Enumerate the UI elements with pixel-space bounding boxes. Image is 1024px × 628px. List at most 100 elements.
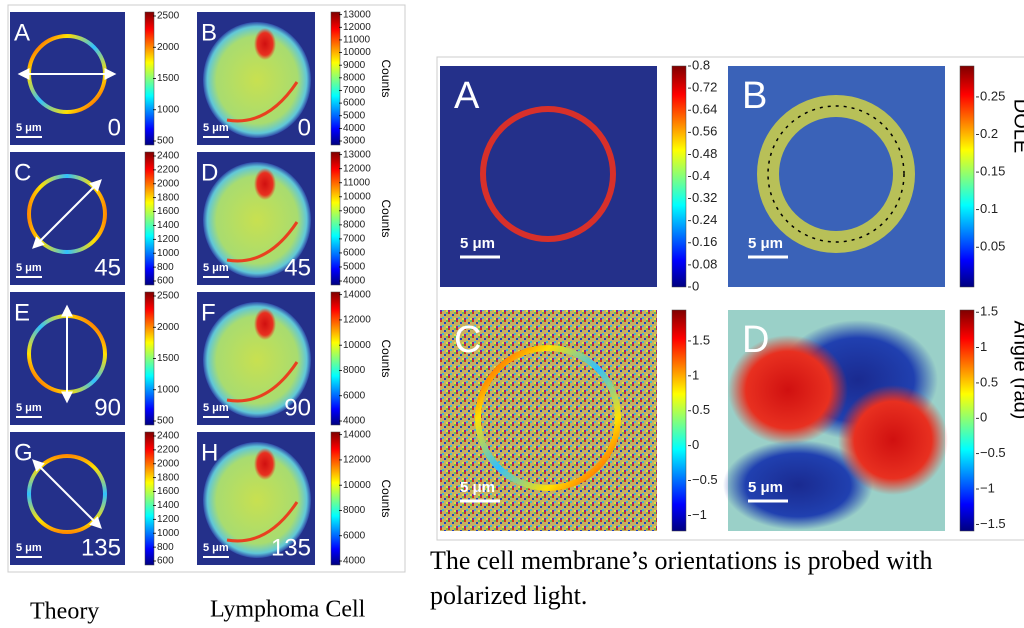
angle-label: 45: [284, 254, 311, 281]
panel-letter: B: [742, 75, 767, 117]
scale-label: 5 μm: [16, 122, 42, 134]
colorbar-tick-label: 1400: [157, 220, 180, 231]
colorbar-tick-label: 10000: [343, 191, 371, 202]
colorbar-tick-label: 800: [157, 262, 174, 273]
colorbar-tick-label: 8000: [343, 365, 366, 376]
panel-letter: B: [201, 19, 217, 46]
colorbar-tick-label: 1600: [157, 206, 180, 217]
scale-label: 5 μm: [203, 402, 229, 414]
colorbar-tick-label: 3000: [343, 136, 366, 147]
colorbar: [145, 292, 154, 425]
colorbar-tick-label: 2500: [157, 11, 180, 22]
colorbar-tick-label: 4000: [343, 556, 366, 567]
colorbar-tick-label: 12000: [343, 163, 371, 174]
colorbar-tick-label: 8000: [343, 505, 366, 516]
colorbar-tick-label: 5000: [343, 262, 366, 273]
colorbar-tick-label: 1: [692, 367, 699, 382]
colorbar-tick-label: 1200: [157, 234, 180, 245]
cell-hotspot: [254, 28, 276, 60]
colorbar-unit: Counts: [379, 59, 393, 97]
panel-letter: E: [14, 299, 30, 326]
colorbar-tick-label: 9000: [343, 60, 366, 71]
colorbar-tick-label: 0.15: [980, 164, 1005, 179]
colorbar-tick-label: 1400: [157, 500, 180, 511]
colorbar-tick-label: 1: [980, 339, 987, 354]
colorbar-tick-label: 2200: [157, 165, 180, 176]
colorbar: [960, 66, 974, 287]
colorbar-tick-label: 1.5: [980, 304, 998, 319]
scale-label: 5 μm: [203, 542, 229, 554]
colorbar-tick-label: 9000: [343, 205, 366, 216]
colorbar-tick-label: 13000: [343, 9, 371, 20]
colorbar-tick-label: 14000: [343, 429, 371, 440]
angle-label: 0: [298, 114, 311, 141]
colorbar-tick-label: 500: [157, 136, 174, 147]
colorbar-tick-label: −1: [692, 507, 707, 522]
panel-letter: G: [14, 439, 33, 466]
panel-letter: F: [201, 299, 216, 326]
colorbar-tick-label: 2400: [157, 151, 180, 162]
colorbar-tick-label: 10000: [343, 340, 371, 351]
colorbar-axis-label: DOLE: [1010, 99, 1024, 153]
colorbar-tick-label: 4000: [343, 123, 366, 134]
colorbar-tick-label: 14000: [343, 289, 371, 300]
colorbar-tick-label: 12000: [343, 22, 371, 33]
colorbar-tick-label: 0.5: [692, 402, 710, 417]
colorbar-unit: Counts: [379, 199, 393, 237]
colorbar-tick-label: 1000: [157, 528, 180, 539]
colorbar: [331, 12, 340, 145]
colorbar-tick-label: 1000: [157, 248, 180, 259]
colorbar-tick-label: 2000: [157, 322, 180, 333]
cell-hotspot: [254, 308, 276, 340]
scale-label: 5 μm: [748, 479, 783, 496]
colorbar-tick-label: 0: [692, 278, 699, 293]
scale-label: 5 μm: [16, 402, 42, 414]
colorbar-tick-label: 12000: [343, 455, 371, 466]
colorbar-tick-label: 0.2: [980, 126, 998, 141]
colorbar-tick-label: 1800: [157, 472, 180, 483]
colorbar-tick-label: 0.56: [692, 124, 717, 139]
angle-label: 135: [81, 534, 121, 561]
colorbar-tick-label: 500: [157, 416, 174, 427]
colorbar-tick-label: 0: [980, 410, 987, 425]
colorbar-tick-label: 2000: [157, 42, 180, 53]
angle-label: 90: [284, 394, 311, 421]
colorbar-unit: Counts: [379, 479, 393, 517]
colorbar-tick-label: 0.1: [980, 201, 998, 216]
colorbar-tick-label: 0.64: [692, 102, 717, 117]
angle-label: 45: [94, 254, 121, 281]
colorbar-tick-label: 0.24: [692, 212, 717, 227]
colorbar-tick-label: 8000: [343, 219, 366, 230]
colorbar-tick-label: 11000: [343, 35, 371, 46]
colorbar-unit: Counts: [379, 339, 393, 377]
angle-label: 0: [108, 114, 121, 141]
colorbar-tick-label: 0.48: [692, 146, 717, 161]
colorbar-tick-label: −1.5: [980, 516, 1006, 531]
colorbar: [145, 12, 154, 145]
cell-hotspot: [254, 168, 276, 200]
colorbar-tick-label: 600: [157, 556, 174, 567]
caption: Theory: [30, 599, 99, 625]
colorbar: [331, 152, 340, 285]
colorbar-tick-label: −0.5: [692, 472, 718, 487]
panel-letter: D: [201, 159, 218, 186]
scale-label: 5 μm: [748, 235, 783, 252]
colorbar-tick-label: −1: [980, 480, 995, 495]
colorbar-tick-label: 7000: [343, 234, 366, 245]
panel-letter: H: [201, 439, 218, 466]
colorbar-tick-label: 2200: [157, 445, 180, 456]
panel-letter: A: [14, 19, 30, 46]
colorbar-tick-label: 6000: [343, 248, 366, 259]
colorbar-tick-label: 0.16: [692, 234, 717, 249]
figure-page: A05 μm2500200015001000500B05 μm130001200…: [0, 0, 1024, 628]
scale-label: 5 μm: [203, 122, 229, 134]
cell-hotspot: [254, 448, 276, 480]
colorbar-tick-label: −0.5: [980, 445, 1006, 460]
colorbar: [331, 292, 340, 425]
colorbar: [145, 432, 154, 565]
colorbar-tick-label: 0.4: [692, 168, 710, 183]
colorbar-tick-label: 2000: [157, 178, 180, 189]
colorbar-tick-label: 4000: [343, 416, 366, 427]
colorbar-tick-label: 2500: [157, 291, 180, 302]
colorbar-tick-label: 1500: [157, 353, 180, 364]
